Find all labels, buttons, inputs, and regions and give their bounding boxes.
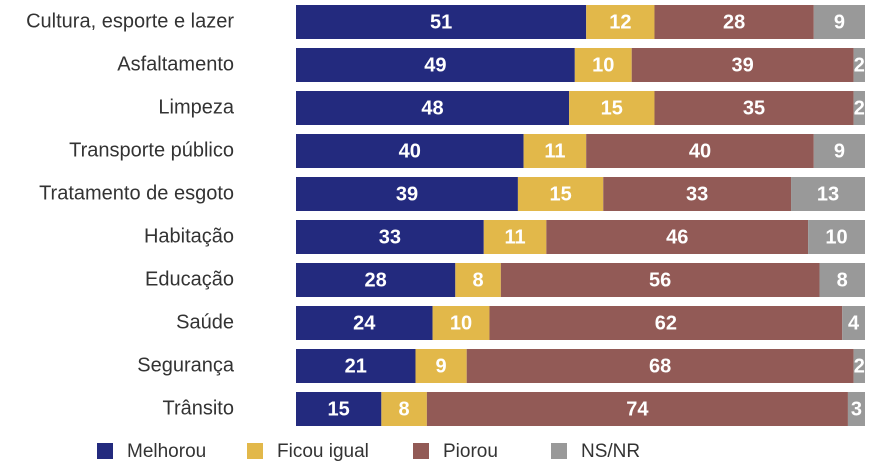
value-label: 24 xyxy=(353,312,376,334)
value-label: 49 xyxy=(424,54,446,76)
value-label: 21 xyxy=(345,355,367,377)
value-label: 35 xyxy=(743,97,765,119)
value-label: 68 xyxy=(649,355,671,377)
legend-label: Piorou xyxy=(443,441,498,462)
bar-segment xyxy=(574,48,632,82)
bar-segment xyxy=(415,349,467,383)
bar-segment xyxy=(489,306,843,340)
bar-segment xyxy=(296,91,570,125)
bar-segment xyxy=(432,306,490,340)
bar-segment xyxy=(546,220,809,254)
bar-segment xyxy=(296,263,456,297)
category-label: Tratamento de esgoto xyxy=(39,182,234,204)
value-label: 2 xyxy=(854,355,865,377)
bar-segment xyxy=(853,349,865,383)
bar-segment xyxy=(296,392,382,426)
bar-segment xyxy=(296,5,587,39)
value-label: 46 xyxy=(666,226,688,248)
bar-segment xyxy=(296,306,433,340)
category-label: Educação xyxy=(145,268,234,290)
legend-label: Melhorou xyxy=(127,441,206,462)
legend-swatch xyxy=(413,443,429,459)
value-label: 2 xyxy=(854,97,865,119)
bar-segment xyxy=(296,48,575,82)
bar-segment xyxy=(586,5,655,39)
value-label: 33 xyxy=(686,183,708,205)
value-label: 11 xyxy=(544,140,565,162)
value-label: 10 xyxy=(592,54,614,76)
value-label: 15 xyxy=(601,97,623,119)
value-label: 4 xyxy=(848,312,860,334)
legend-label: Ficou igual xyxy=(277,441,369,462)
value-label: 13 xyxy=(817,183,839,205)
value-label: 39 xyxy=(396,183,418,205)
value-label: 12 xyxy=(609,11,631,33)
value-label: 40 xyxy=(399,140,421,162)
value-label: 8 xyxy=(399,398,410,420)
category-label: Cultura, esporte e lazer xyxy=(26,10,234,32)
bar-segment xyxy=(853,91,865,125)
bar-segment xyxy=(296,134,524,168)
bar-segment xyxy=(500,263,820,297)
value-label: 33 xyxy=(379,226,401,248)
value-label: 28 xyxy=(723,11,745,33)
bar-segment xyxy=(296,220,484,254)
bar-segment xyxy=(808,220,865,254)
value-label: 48 xyxy=(421,97,443,119)
value-label: 56 xyxy=(649,269,671,291)
category-label: Asfaltamento xyxy=(117,53,234,75)
bar-segment xyxy=(517,177,604,211)
value-label: 8 xyxy=(837,269,848,291)
value-label: 15 xyxy=(328,398,350,420)
bar-segment xyxy=(842,306,865,340)
category-label: Habitação xyxy=(144,225,234,247)
legend-swatch xyxy=(551,443,567,459)
bar-segment xyxy=(296,349,416,383)
value-label: 8 xyxy=(473,269,484,291)
value-label: 40 xyxy=(689,140,711,162)
value-label: 28 xyxy=(365,269,387,291)
bar-segment xyxy=(603,177,792,211)
value-label: 9 xyxy=(834,140,845,162)
bar-segment xyxy=(426,392,848,426)
bar-segment xyxy=(654,91,854,125)
bar-segment xyxy=(819,263,865,297)
value-label: 9 xyxy=(436,355,447,377)
value-label: 9 xyxy=(834,11,845,33)
bar-segment xyxy=(791,177,865,211)
value-label: 2 xyxy=(854,54,865,76)
legend-swatch xyxy=(247,443,263,459)
bar-segment xyxy=(466,349,854,383)
bar-segment xyxy=(569,91,655,125)
bar-segment xyxy=(455,263,501,297)
bar-segment xyxy=(381,392,427,426)
value-label: 3 xyxy=(851,398,862,420)
value-label: 62 xyxy=(655,312,677,334)
category-label: Saúde xyxy=(176,311,234,333)
value-label: 10 xyxy=(450,312,472,334)
value-label: 51 xyxy=(430,11,452,33)
category-label: Transporte público xyxy=(69,139,234,161)
bar-segment xyxy=(654,5,814,39)
bar-segment xyxy=(813,134,865,168)
legend-label: NS/NR xyxy=(581,441,640,462)
bar-segment xyxy=(813,5,865,39)
value-label: 15 xyxy=(549,183,571,205)
bar-segment xyxy=(631,48,854,82)
bar-segment xyxy=(296,177,518,211)
bar-segment xyxy=(523,134,587,168)
bar-segment xyxy=(847,392,865,426)
category-label: Segurança xyxy=(137,354,235,376)
value-label: 11 xyxy=(504,226,525,248)
category-label: Limpeza xyxy=(158,96,234,118)
bar-segment xyxy=(586,134,814,168)
bar-segment xyxy=(483,220,547,254)
category-label: Trânsito xyxy=(162,397,234,419)
bar-segment xyxy=(853,48,865,82)
value-label: 10 xyxy=(825,226,847,248)
legend-swatch xyxy=(97,443,113,459)
value-label: 39 xyxy=(732,54,754,76)
value-label: 74 xyxy=(626,398,649,420)
